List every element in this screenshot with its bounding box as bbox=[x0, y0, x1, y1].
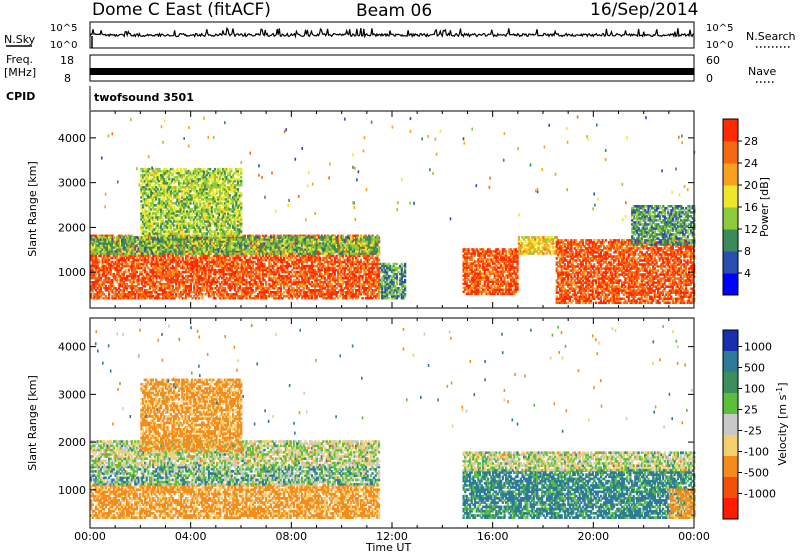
scatter-cell bbox=[195, 255, 197, 258]
station-title: Dome C East (fitACF) bbox=[92, 0, 271, 20]
scatter-cell bbox=[263, 236, 265, 239]
nsky-label: N.Sky bbox=[4, 33, 36, 46]
nsky-right-tick-bottom: 10^0 bbox=[706, 40, 733, 51]
freq-trace bbox=[90, 68, 694, 75]
scatter-cell bbox=[172, 285, 174, 288]
freq-label: Freq. bbox=[6, 53, 33, 66]
scatter-cell bbox=[362, 297, 364, 300]
cpid-label: CPID bbox=[6, 90, 35, 103]
scatter-cell bbox=[249, 248, 251, 251]
scatter-cell bbox=[265, 281, 267, 284]
nsky-right-tick-top: 10^5 bbox=[706, 23, 733, 34]
freq-tick-bottom: 8 bbox=[64, 72, 71, 85]
beam-title: Beam 06 bbox=[356, 1, 432, 21]
scatter-cell bbox=[231, 238, 233, 241]
scatter-cell bbox=[257, 236, 259, 239]
scatter-cell bbox=[98, 259, 100, 262]
nsearch-label: N.Search bbox=[746, 30, 796, 43]
nave-tick-bottom: 0 bbox=[706, 72, 713, 85]
range-time-plot: Dome C East (fitACF) Beam 06 16/Sep/2014… bbox=[0, 0, 800, 554]
freq-unit-label: [MHz] bbox=[4, 66, 36, 79]
nsky-left-tick-top: 10^5 bbox=[50, 23, 77, 34]
scatter-cell bbox=[277, 255, 279, 258]
nsky-trace bbox=[90, 28, 694, 36]
scatter-cell bbox=[198, 297, 200, 300]
cpid-value: twofsound 3501 bbox=[94, 91, 194, 104]
scatter-cell bbox=[263, 263, 265, 266]
cpid-row: CPID twofsound 3501 bbox=[6, 86, 194, 110]
scatter-cell bbox=[136, 271, 138, 274]
scatter-cell bbox=[211, 287, 213, 290]
scatter-cell bbox=[254, 246, 256, 249]
scatter-cell bbox=[241, 252, 243, 255]
scatter-cell bbox=[119, 252, 121, 255]
scatter-cell bbox=[360, 259, 362, 262]
scatter-cell bbox=[378, 259, 380, 262]
scatter-cell bbox=[281, 252, 283, 255]
scatter-cell bbox=[214, 297, 216, 300]
scatter-cell bbox=[129, 248, 131, 251]
nave-tick-top: 60 bbox=[706, 54, 720, 67]
nsky-left-tick-bottom: 10^0 bbox=[50, 40, 77, 51]
scatter-cell bbox=[237, 263, 239, 266]
scatter-cell bbox=[116, 236, 118, 239]
freq-tick-top: 18 bbox=[60, 54, 74, 67]
nsky-panel: N.Sky 10^5 10^0 10^5 10^0 N.Search bbox=[4, 22, 796, 51]
scatter-cell bbox=[201, 293, 203, 296]
scatter-cell bbox=[183, 250, 185, 253]
scatter-cell bbox=[319, 257, 321, 260]
nave-label: Nave bbox=[748, 65, 776, 78]
scatter-cell bbox=[95, 255, 97, 258]
freq-panel: Freq. [MHz] 18 8 60 0 Nave bbox=[4, 53, 776, 85]
scatter-cell bbox=[124, 269, 126, 272]
scatter-cell bbox=[262, 283, 264, 286]
scatter-cell bbox=[224, 287, 226, 290]
date-title: 16/Sep/2014 bbox=[590, 0, 698, 20]
